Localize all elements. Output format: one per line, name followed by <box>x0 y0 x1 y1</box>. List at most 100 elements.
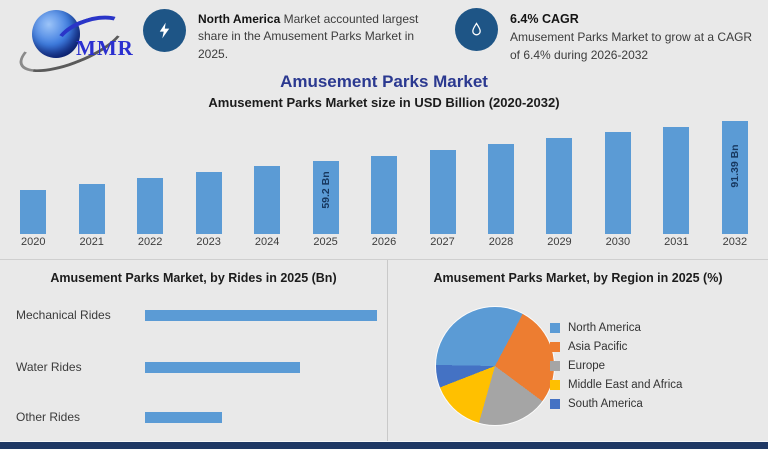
legend-label: North America <box>568 321 641 334</box>
footer-bar <box>0 441 768 449</box>
legend-swatch <box>550 341 560 352</box>
bar-2023 <box>195 172 222 235</box>
year-label-2021: 2021 <box>79 236 104 249</box>
bar-column-2023: 2023 <box>179 115 237 249</box>
banner-north-america-text: North America Market accounted largest s… <box>198 8 443 63</box>
legend-item-2: Asia Pacific <box>550 337 682 356</box>
bar-column-2029: 2029 <box>530 115 588 249</box>
bar-column-2030: 2030 <box>589 115 647 249</box>
banner-cagr: 6.4% CAGR Amusement Parks Market to grow… <box>455 7 760 64</box>
year-label-2024: 2024 <box>254 236 280 249</box>
legend-label: Asia Pacific <box>568 340 628 353</box>
bar-2020 <box>20 190 47 235</box>
year-label-2029: 2029 <box>547 236 572 249</box>
year-label-2023: 2023 <box>196 236 221 249</box>
bar-2022 <box>137 178 164 235</box>
ride-bar <box>145 411 222 423</box>
legend-swatch <box>550 379 560 390</box>
bar-plot-2032: 91.39 Bn <box>706 115 764 235</box>
banner-north-america-bold: North America <box>198 12 281 26</box>
region-chart-title: Amusement Parks Market, by Region in 202… <box>433 271 723 285</box>
year-label-2027: 2027 <box>430 236 455 249</box>
year-label-2025: 2025 <box>313 236 338 249</box>
banner-north-america-rest: Market accounted largest share in the Am… <box>198 12 419 61</box>
bar-column-2028: 2028 <box>472 115 530 249</box>
bottom-section: Amusement Parks Market, by Rides in 2025… <box>0 259 768 443</box>
banner-cagr-rest: Amusement Parks Market to grow at a CAGR… <box>510 30 753 62</box>
year-label-2026: 2026 <box>371 236 397 249</box>
bar-plot-2031 <box>647 115 705 235</box>
legend-label: South America <box>568 397 643 410</box>
legend-label: Europe <box>568 359 606 372</box>
legend-swatch <box>550 398 560 409</box>
ride-label: Water Rides <box>16 360 82 374</box>
banner-north-america: North America Market accounted largest s… <box>143 8 443 63</box>
ride-bar <box>145 309 377 321</box>
ride-row-1: Mechanical Rides <box>0 307 387 323</box>
year-label-2020: 2020 <box>20 236 46 249</box>
mmr-logo: MMR <box>12 4 144 84</box>
bar-2032: 91.39 Bn <box>721 121 748 235</box>
bar-2030 <box>604 132 631 235</box>
bar-plot-2021 <box>62 115 120 235</box>
bar-column-2021: 2021 <box>62 115 120 249</box>
bar-plot-2022 <box>121 115 179 235</box>
bar-column-2024: 2024 <box>238 115 296 249</box>
rides-chart-panel: Amusement Parks Market, by Rides in 2025… <box>0 260 388 443</box>
bar-2029 <box>546 138 573 235</box>
chart-subtitle: Amusement Parks Market size in USD Billi… <box>208 95 560 110</box>
bar-column-2020: 2020 <box>4 115 62 249</box>
bar-plot-2029 <box>530 115 588 235</box>
globe-icon <box>32 10 80 58</box>
bar-plot-2027 <box>413 115 471 235</box>
bar-2026 <box>371 156 398 235</box>
legend-item-5: South America <box>550 394 682 413</box>
ride-label: Mechanical Rides <box>16 308 111 322</box>
bar-column-2025: 59.2 Bn 2025 <box>296 115 354 249</box>
bar-2025: 59.2 Bn <box>312 161 339 235</box>
ride-row-3: Other Rides <box>0 409 387 425</box>
bar-plot-2028 <box>472 115 530 235</box>
region-chart-panel: Amusement Parks Market, by Region in 202… <box>388 260 768 443</box>
zap-icon <box>143 9 186 52</box>
region-pie-chart <box>436 307 554 425</box>
ride-bar <box>145 361 300 373</box>
ride-label: Other Rides <box>16 410 81 424</box>
bar-plot-2026 <box>355 115 413 235</box>
legend-swatch <box>550 360 560 371</box>
droplet-icon <box>455 8 498 51</box>
banner-cagr-title: 6.4% CAGR <box>510 12 579 26</box>
bar-column-2027: 2027 <box>413 115 471 249</box>
legend-label: Middle East and Africa <box>568 378 683 391</box>
year-label-2032: 2032 <box>722 236 748 249</box>
bar-2028 <box>487 144 514 235</box>
bar-2021 <box>78 184 105 235</box>
year-label-2028: 2028 <box>488 236 514 249</box>
bar-2024 <box>254 166 281 235</box>
bar-column-2022: 2022 <box>121 115 179 249</box>
bar-column-2032: 91.39 Bn 2032 <box>706 115 764 249</box>
year-label-2031: 2031 <box>664 236 689 249</box>
legend-item-4: Middle East and Africa <box>550 375 682 394</box>
page-title: Amusement Parks Market <box>280 72 488 91</box>
bar-plot-2024 <box>238 115 296 235</box>
year-label-2022: 2022 <box>137 236 163 249</box>
legend-swatch <box>550 322 560 333</box>
logo-text: MMR <box>76 36 134 60</box>
year-label-2030: 2030 <box>605 236 631 249</box>
region-legend: North America Asia Pacific Europe Middle Ea… <box>550 318 682 413</box>
bar-2031 <box>663 127 690 235</box>
bar-column-2026: 2026 <box>355 115 413 249</box>
rides-chart-title: Amusement Parks Market, by Rides in 2025… <box>50 271 337 285</box>
bar-plot-2025: 59.2 Bn <box>296 115 354 235</box>
bar-plot-2030 <box>589 115 647 235</box>
bar-value-label-2025: 59.2 Bn <box>319 171 332 210</box>
ride-row-2: Water Rides <box>0 359 387 375</box>
banner-cagr-text: 6.4% CAGR Amusement Parks Market to grow… <box>510 7 760 64</box>
legend-item-1: North America <box>550 318 682 337</box>
bar-plot-2020 <box>4 115 62 235</box>
bar-value-label-2032: 91.39 Bn <box>728 144 741 188</box>
annual-bar-chart: 2020 2021 2022 2023 2024 59.2 Bn 2025 2026 2027 2… <box>4 115 764 249</box>
bar-column-2031: 2031 <box>647 115 705 249</box>
